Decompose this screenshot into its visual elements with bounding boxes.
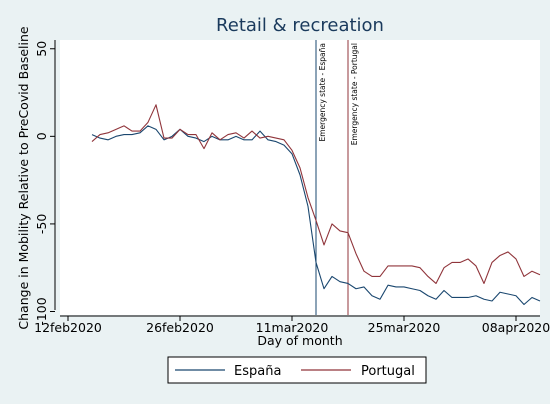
legend-label-espana: España	[234, 364, 281, 379]
series-line-portugal	[91, 104, 541, 285]
x-tick-label: 11mar2020	[256, 320, 329, 335]
x-tick-label: 12feb2020	[34, 320, 102, 335]
y-tick-label: -50	[34, 214, 49, 234]
x-axis-ticks: 12feb2020 26feb2020 11mar2020 25mar2020 08ap…	[34, 316, 550, 335]
legend: España Portugal	[167, 356, 427, 384]
x-tick-label: 26feb2020	[146, 320, 214, 335]
x-axis-label: Day of month	[257, 333, 342, 348]
x-tick-label: 08apr2020	[482, 320, 550, 335]
emergency-state-label: Emergency state - España	[318, 43, 327, 142]
chart-title: Retail & recreation	[216, 15, 384, 36]
series-line-espana	[91, 125, 541, 306]
x-tick-label: 25mar2020	[368, 320, 441, 335]
legend-label-portugal: Portugal	[361, 364, 415, 379]
plot-area	[60, 40, 540, 315]
annotations: Emergency state - España Emergency state …	[315, 40, 359, 315]
emergency-state-label: Emergency state - Portugal	[350, 43, 359, 145]
legend-items: España Portugal	[175, 364, 415, 379]
y-tick-label: 0	[34, 132, 49, 140]
y-tick-label: 50	[34, 41, 49, 57]
y-axis-label: Change in Mobility Relative to PreCovid …	[16, 26, 31, 329]
y-tick-label: -100	[34, 297, 49, 325]
y-axis-ticks: 50 0 -50 -100	[34, 41, 55, 326]
series-lines	[91, 104, 541, 306]
